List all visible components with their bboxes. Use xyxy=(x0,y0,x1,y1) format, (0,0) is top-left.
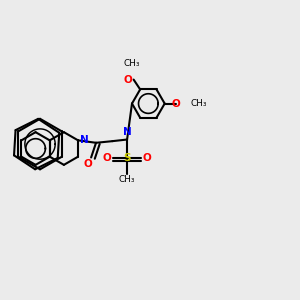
Text: O: O xyxy=(124,75,133,85)
Text: S: S xyxy=(123,152,131,163)
Text: N: N xyxy=(80,135,88,145)
Text: CH₃: CH₃ xyxy=(191,99,207,108)
Text: CH₃: CH₃ xyxy=(124,59,140,68)
Text: O: O xyxy=(84,159,92,169)
Text: N: N xyxy=(123,127,131,136)
Text: O: O xyxy=(172,99,181,109)
Text: O: O xyxy=(103,152,112,163)
Text: CH₃: CH₃ xyxy=(119,175,135,184)
Text: O: O xyxy=(142,152,151,163)
